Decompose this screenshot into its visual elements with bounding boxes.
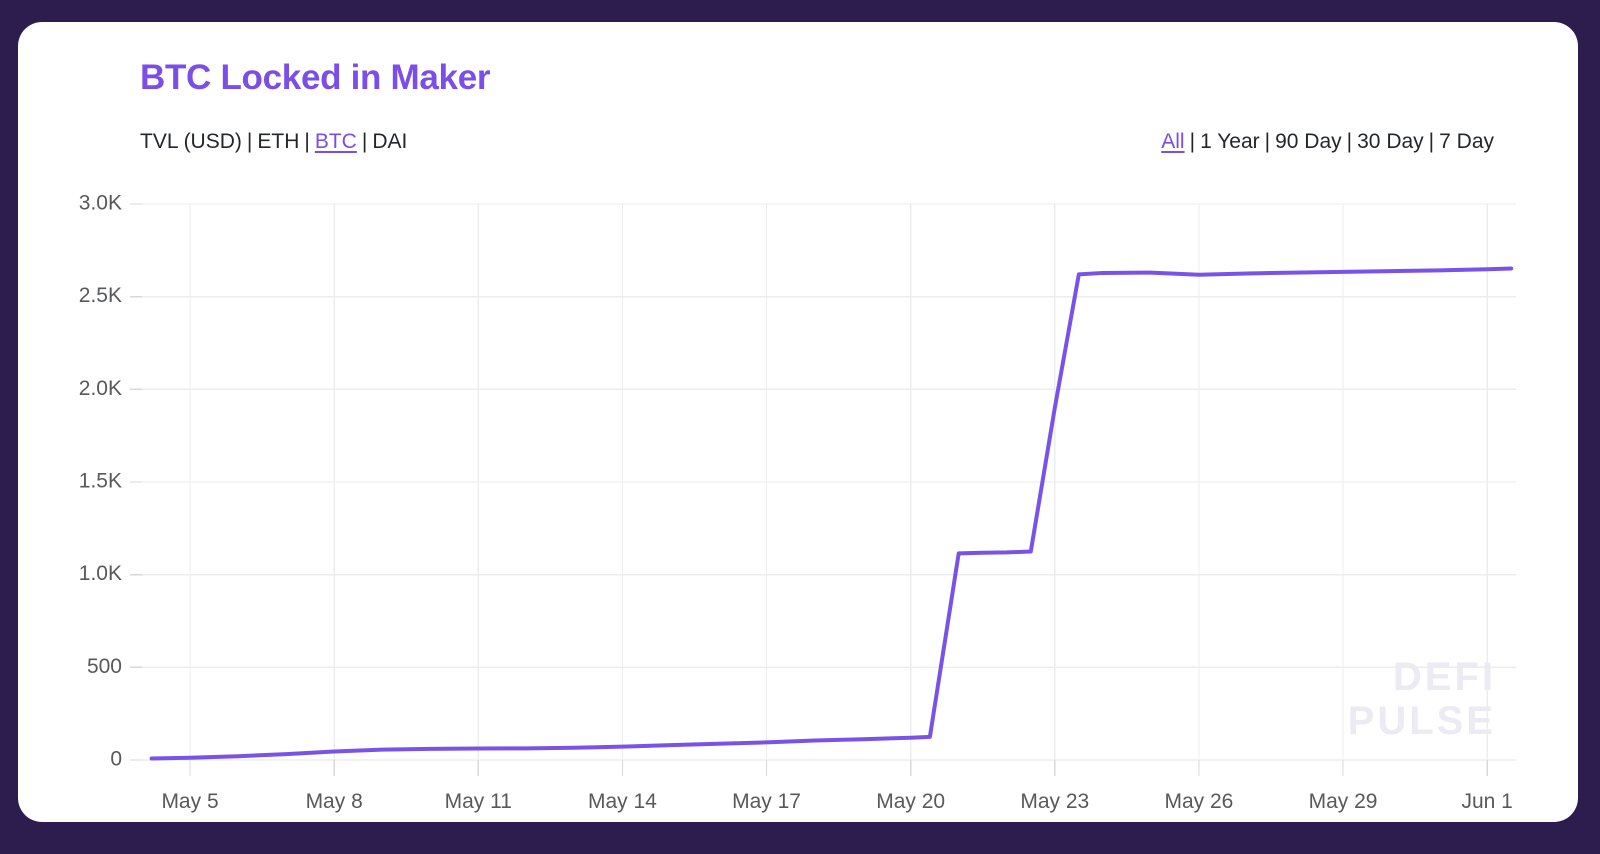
x-axis-label: May 5: [161, 790, 218, 813]
unit-option-eth[interactable]: ETH: [257, 130, 300, 153]
y-axis-ticks: [130, 203, 142, 761]
x-axis-labels: May 5 May 8 May 11 May 14 May 17 May 20 May 23…: [161, 790, 1512, 813]
series-line-btc: [149, 266, 1514, 761]
unit-option-tvl-usd[interactable]: TVL (USD): [140, 130, 242, 153]
y-axis-label: 0: [110, 748, 122, 771]
unit-option-dai[interactable]: DAI: [372, 130, 408, 153]
range-option-1-year[interactable]: 1 Year: [1200, 130, 1260, 153]
x-axis-label: May 20: [876, 790, 945, 813]
x-axis-label: May 14: [588, 790, 657, 813]
line-chart: 0 500 1.0K 1.5K 2.0K 2.5K 3.0K May 5 May 8 May 1…: [79, 192, 1516, 813]
selector-separator: |: [1264, 130, 1271, 153]
x-axis-label: May 11: [445, 790, 512, 813]
x-axis-label: May 26: [1164, 790, 1233, 813]
y-axis-label: 1.0K: [79, 562, 122, 585]
selector-separator: |: [1428, 130, 1435, 153]
selector-separator: |: [1189, 130, 1196, 153]
x-axis-ticks: [189, 760, 1488, 776]
y-axis-label: 2.5K: [79, 284, 122, 307]
range-option-90-day[interactable]: 90 Day: [1275, 130, 1342, 153]
unit-selector[interactable]: TVL (USD) | ETH | BTC | DAI: [140, 127, 407, 157]
chart-card: BTC Locked in Maker TVL (USD) | ETH | BTC | DA…: [18, 22, 1578, 822]
range-option-all[interactable]: All: [1161, 130, 1185, 153]
y-axis-label: 500: [87, 655, 122, 678]
selector-separator: |: [246, 130, 253, 153]
x-axis-label: May 8: [306, 790, 363, 813]
time-range-selector[interactable]: All | 1 Year | 90 Day | 30 Day | 7 Day: [1161, 127, 1494, 157]
x-axis-label: May 17: [732, 790, 801, 813]
y-axis-label: 2.0K: [79, 377, 122, 400]
vertical-gridlines: [189, 204, 1488, 760]
x-axis-label: Jun 1: [1461, 790, 1512, 813]
selector-separator: |: [361, 130, 368, 153]
y-axis-label: 3.0K: [79, 192, 122, 215]
range-option-30-day[interactable]: 30 Day: [1357, 130, 1424, 153]
y-axis-label: 1.5K: [79, 470, 122, 493]
chart-plot-area: 0 500 1.0K 1.5K 2.0K 2.5K 3.0K May 5 May 8 May 1…: [18, 162, 1578, 822]
x-axis-label: May 29: [1309, 790, 1378, 813]
y-axis-labels: 0 500 1.0K 1.5K 2.0K 2.5K 3.0K: [79, 192, 122, 771]
selector-separator: |: [304, 130, 310, 153]
watermark-line-2: PULSE: [1348, 699, 1496, 743]
selector-separator: |: [1346, 130, 1353, 153]
horizontal-gridlines: [142, 203, 1516, 761]
x-axis-label: May 23: [1020, 790, 1089, 813]
watermark-line-1: DEFI: [1393, 655, 1496, 699]
defi-pulse-watermark: DEFI PULSE: [1348, 655, 1496, 743]
page-title: BTC Locked in Maker: [140, 58, 491, 97]
range-option-7-day[interactable]: 7 Day: [1439, 130, 1494, 153]
selector-row: TVL (USD) | ETH | BTC | DAI All | 1 Year | 90 Day |…: [140, 127, 1494, 157]
unit-option-btc[interactable]: BTC: [314, 130, 357, 153]
